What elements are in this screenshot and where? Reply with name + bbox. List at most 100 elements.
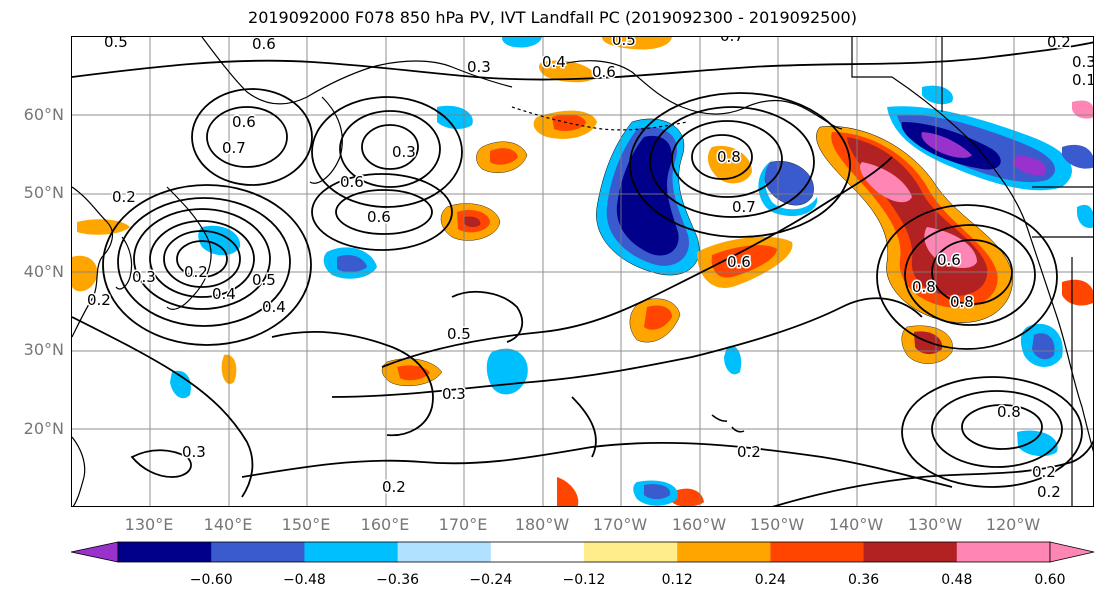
contour-east-ring-1 (931, 239, 1013, 305)
pv-positive-patch-15 (672, 488, 704, 506)
lon-label-160w: 160°W (671, 515, 727, 534)
map-plot: 0.50.60.50.70.30.20.70.60.30.60.20.30.60… (72, 37, 1094, 506)
contour-label-layer: 0.50.60.50.70.30.20.70.60.30.60.20.30.60… (86, 37, 1094, 503)
pv-negative-ne-purple (921, 132, 972, 158)
contour-west-ring-4 (133, 208, 271, 310)
lat-label-30n: 30°N (23, 340, 64, 359)
lat-label-60n: 60°N (23, 105, 64, 124)
colorbar-tick-label: 0.48 (941, 572, 973, 588)
contour-label: 0.8 (997, 403, 1021, 421)
pv-positive-patch-14 (557, 477, 579, 506)
pv-positive-patch-9 (72, 255, 98, 292)
pv-positive-east-pink2 (924, 227, 977, 269)
contour-west-ring-3 (149, 220, 255, 298)
contour-se-ring-3 (901, 376, 1083, 488)
lat-label-40n: 40°N (23, 262, 64, 281)
lon-label-180w: 180°W (514, 515, 570, 534)
contour-sweep-8 (451, 290, 524, 343)
contour-central-ring-3 (649, 106, 815, 218)
contour-label: 0.7 (732, 198, 756, 216)
contour-label: 0.6 (252, 37, 276, 53)
graticule (72, 37, 1093, 506)
pv-negative-patch-6-dark (1032, 333, 1055, 360)
colorbar-tick-label: −0.24 (469, 572, 513, 588)
contour-label: 0.1 (1072, 71, 1094, 89)
contour-label: 0.2 (1037, 483, 1061, 501)
pv-positive-patch-6-red (644, 305, 672, 330)
pv-positive-patch-4-red (711, 245, 777, 278)
colorbar-segment (304, 542, 399, 562)
contour-label: 0.2 (1032, 463, 1056, 481)
pv-negative-patch-2-dark (337, 255, 367, 273)
contour-label: 0.5 (612, 37, 636, 49)
pv-negative-patch-4 (486, 348, 528, 395)
contour-sweep-7 (271, 330, 434, 437)
colorbar-tick-label: −0.36 (376, 572, 420, 588)
contour-label: 0.2 (1047, 37, 1071, 51)
contour-label: 0.7 (222, 139, 246, 157)
pv-positive-patch-7-red (397, 365, 430, 381)
pv-positive-patch-3-dark (464, 216, 481, 228)
colorbar-tick-label: 0.36 (848, 572, 880, 588)
lon-label-170w: 170°W (592, 515, 648, 534)
pv-positive-patch-2-red (552, 114, 586, 131)
contour-label: 0.6 (592, 63, 616, 81)
contour-label: 0.6 (937, 251, 961, 269)
lat-label-20n: 20°N (23, 419, 64, 438)
lon-label-130e: 130°E (124, 515, 174, 534)
pv-negative-patch-12 (1077, 204, 1093, 228)
pv-negative-patch-1 (198, 225, 241, 256)
colorbar-tick-label: −0.48 (282, 572, 326, 588)
lon-label-130w: 130°W (907, 515, 963, 534)
colorbar-segment (956, 542, 1051, 562)
colorbar-segment (211, 542, 305, 562)
colorbar (70, 541, 1095, 563)
contour-label: 0.8 (717, 148, 741, 166)
contour-west-ring-6 (102, 184, 312, 346)
contour-kam-ring-3 (311, 96, 463, 208)
coast-siberia (201, 37, 513, 105)
pv-negative-ne-purple2 (1012, 155, 1047, 176)
contour-label: 0.4 (212, 285, 236, 303)
contour-sweep-1 (72, 41, 1093, 81)
contour-kam-ring-2 (339, 110, 441, 188)
coast-na-interior (941, 37, 1093, 506)
contour-label: 0.6 (232, 113, 256, 131)
contour-label: 0.2 (737, 443, 761, 461)
pv-negative-patch-9 (1017, 430, 1058, 457)
pv-positive-patch-12 (1062, 279, 1093, 306)
lat-label-50n: 50°N (23, 183, 64, 202)
colorbar-segment (863, 542, 958, 562)
contour-label: 0.6 (367, 208, 391, 226)
pv-negative-150w-light (758, 159, 818, 217)
pv-negative-patch-5-dark (644, 484, 671, 500)
contour-sweep-4 (241, 441, 953, 488)
contour-label: 0.2 (112, 188, 136, 206)
contour-label: 0.3 (132, 268, 156, 286)
lon-label-140e: 140°E (203, 515, 253, 534)
coast-aleutians (511, 106, 688, 131)
contour-label: 0.5 (104, 37, 128, 51)
contour-west-ring-5 (117, 197, 291, 327)
contour-se-ring-1 (961, 404, 1043, 450)
ivt-contours (72, 41, 1093, 506)
colorbar-segment (584, 542, 678, 562)
pv-negative-patch-8 (724, 345, 742, 375)
coast-hawaii (711, 414, 745, 433)
contour-label: 0.8 (912, 278, 936, 296)
contour-sweep-9 (772, 439, 1093, 506)
colorbar-tick-label: −0.60 (189, 572, 233, 588)
lon-label-120w: 120°W (985, 515, 1041, 534)
pv-negative-patch-11 (922, 85, 953, 105)
contour-label: 0.5 (447, 325, 471, 343)
map-title: 2019092000 F078 850 hPa PV, IVT Landfall… (248, 8, 857, 27)
colorbar-segment (490, 542, 585, 562)
contour-central-ring-4 (629, 92, 851, 238)
contour-west-ring-2 (163, 230, 241, 288)
colorbar-segment (118, 542, 212, 562)
pv-negative-patch-13 (1062, 144, 1093, 169)
contour-kam-ring-1 (361, 124, 419, 170)
contour-label: 0.2 (382, 478, 406, 496)
colorbar-segment (770, 542, 865, 562)
contour-label: 0.3 (442, 385, 466, 403)
